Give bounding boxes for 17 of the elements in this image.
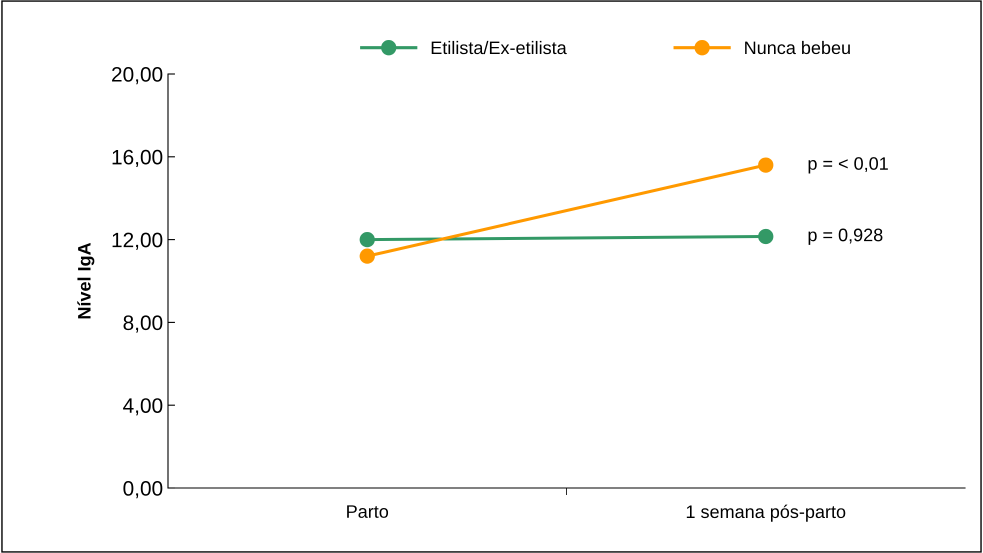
- point: [758, 157, 774, 173]
- legend-label: Nunca bebeu: [745, 40, 850, 54]
- y-tick-label: 16,00: [112, 150, 162, 168]
- y-tick-label: 4,00: [123, 398, 162, 416]
- y-axis-title: Nível IgA: [77, 242, 94, 318]
- point: [360, 248, 375, 264]
- annotation: p = 0,928: [808, 228, 882, 245]
- x-tick-label: 1 semana pós-parto: [686, 504, 846, 522]
- point: [758, 228, 774, 244]
- legend-label: Etilista/Ex-etilista: [432, 40, 567, 54]
- annotation: p = < 0,01: [808, 157, 888, 174]
- point: [360, 232, 375, 248]
- x-tick-label: Parto: [347, 505, 388, 518]
- y-tick-label: 20,00: [112, 67, 162, 84]
- y-tick-label: 12,00: [112, 232, 162, 250]
- y-tick-label: 0,00: [123, 481, 162, 498]
- y-tick-label: 8,00: [124, 315, 162, 333]
